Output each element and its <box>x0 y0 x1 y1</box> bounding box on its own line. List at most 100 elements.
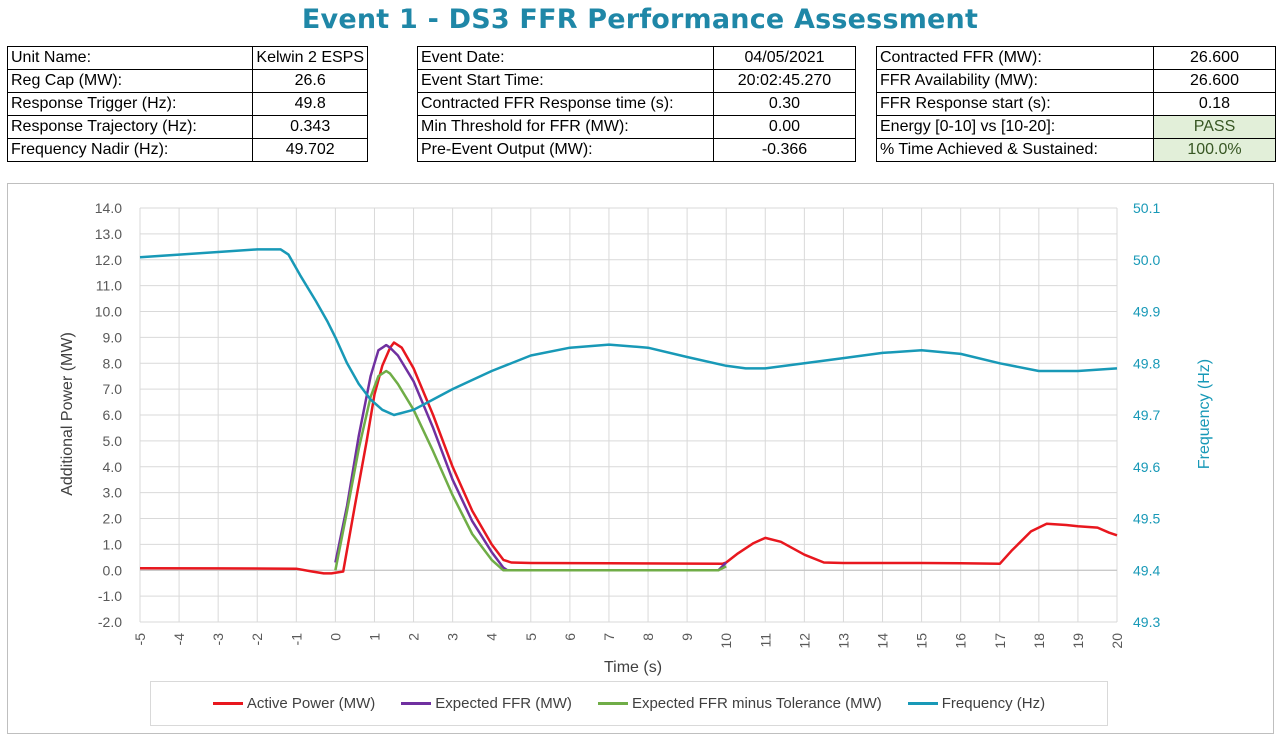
info-row: Unit Name: Kelwin 2 ESPS <box>6 46 368 70</box>
info-label: Response Trajectory (Hz): <box>6 115 254 139</box>
chart-series <box>139 248 1118 575</box>
event-info-table: Event Date: 04/05/2021 Event Start Time: 20… <box>417 46 856 162</box>
y2-tick-label: 49.8 <box>1133 355 1160 371</box>
x-tick-label: 12 <box>796 633 812 649</box>
x-tick-label: 11 <box>757 633 773 648</box>
info-value: 49.702 <box>252 138 368 162</box>
x-tick-label: 19 <box>1070 633 1086 649</box>
x-tick-label: 15 <box>914 633 930 649</box>
y-tick-label: 1.0 <box>103 536 123 552</box>
info-label: % Time Achieved & Sustained: <box>876 138 1154 162</box>
x-tick-label: 13 <box>835 633 851 649</box>
x-tick-label: 7 <box>601 633 617 641</box>
info-value: 0.30 <box>713 92 856 116</box>
info-value: 100.0% <box>1153 138 1276 162</box>
y-tick-label: 11.0 <box>96 278 122 294</box>
info-row: Response Trigger (Hz): 49.8 <box>6 92 368 116</box>
y-tick-label: 6.0 <box>103 407 123 423</box>
info-row: Response Trajectory (Hz): 0.343 <box>6 115 368 139</box>
legend-item: Expected FFR minus Tolerance (MW) <box>597 695 882 712</box>
info-label: Contracted FFR (MW): <box>876 46 1154 70</box>
info-label: Pre-Event Output (MW): <box>417 138 714 162</box>
y-tick-label: 3.0 <box>103 485 123 501</box>
y-tick-label: 8.0 <box>103 355 123 371</box>
x-axis-label: Time (s) <box>604 659 662 676</box>
x-tick-label: -5 <box>132 633 148 646</box>
y-tick-label: 7.0 <box>103 381 123 397</box>
chart-frame <box>7 183 1274 734</box>
y-tick-label: -2.0 <box>98 614 122 630</box>
info-row: Event Date: 04/05/2021 <box>417 46 856 70</box>
y-tick-label: -1.0 <box>98 588 122 604</box>
x-tick-label: 17 <box>992 633 1008 649</box>
x-tick-label: -4 <box>171 633 187 646</box>
legend-label: Expected FFR (MW) <box>435 695 572 712</box>
y2-tick-label: 50.1 <box>1133 200 1160 216</box>
x-tick-label: 10 <box>718 633 734 649</box>
info-value: 20:02:45.270 <box>713 69 856 93</box>
info-row: Min Threshold for FFR (MW): 0.00 <box>417 115 856 139</box>
y2-tick-label: 50.0 <box>1133 252 1160 268</box>
chart-legend: Active Power (MW) Expected FFR (MW) Expect… <box>150 681 1108 726</box>
y2-tick-label: 49.7 <box>1133 407 1160 423</box>
x-tick-label: 6 <box>562 633 578 641</box>
x-tick-label: 3 <box>445 633 461 641</box>
info-value: Kelwin 2 ESPS <box>252 46 368 70</box>
x-tick-label: 9 <box>679 633 695 641</box>
y2-tick-label: 49.3 <box>1133 614 1160 630</box>
info-row: Pre-Event Output (MW): -0.366 <box>417 138 856 162</box>
x-tick-label: -3 <box>210 633 226 646</box>
y-tick-label: 0.0 <box>103 562 123 578</box>
info-row: Frequency Nadir (Hz): 49.702 <box>6 138 368 162</box>
info-label: Event Start Time: <box>417 69 714 93</box>
y-tick-label: 5.0 <box>103 433 123 449</box>
legend-swatch <box>597 702 628 705</box>
info-label: Contracted FFR Response time (s): <box>417 92 714 116</box>
legend-swatch <box>907 702 938 705</box>
info-value: -0.366 <box>713 138 856 162</box>
y-tick-label: 13.0 <box>95 226 122 242</box>
info-label: FFR Availability (MW): <box>876 69 1154 93</box>
legend-label: Active Power (MW) <box>246 695 376 712</box>
y-tick-label: 10.0 <box>95 304 122 320</box>
info-value: 04/05/2021 <box>713 46 856 70</box>
legend-label: Frequency (Hz) <box>941 695 1046 712</box>
series-line-3 <box>139 248 1118 417</box>
info-label: Reg Cap (MW): <box>6 69 254 93</box>
y-tick-label: 4.0 <box>103 459 123 475</box>
x-tick-label: 18 <box>1031 633 1047 649</box>
x-tick-label: 2 <box>406 633 422 641</box>
x-tick-label: 4 <box>484 633 500 641</box>
y-tick-label: 9.0 <box>103 329 123 345</box>
legend-item: Active Power (MW) <box>212 695 376 712</box>
y2-tick-label: 49.4 <box>1133 562 1160 578</box>
chart-axes: -2.0 -1.0 0.0 1.0 2.0 3.0 4.0 5.0 6.0 7.0 8.0 9.0 10… <box>95 200 1161 649</box>
info-value: 0.00 <box>713 115 856 139</box>
chart-grid <box>139 207 1118 623</box>
x-tick-label: 16 <box>953 633 969 649</box>
y-tick-label: 2.0 <box>103 511 123 527</box>
x-tick-label: 1 <box>366 633 382 641</box>
y2-tick-label: 49.5 <box>1133 511 1160 527</box>
info-row: Contracted FFR Response time (s): 0.30 <box>417 92 856 116</box>
info-value: 26.600 <box>1153 46 1276 70</box>
y-tick-label: 12.0 <box>95 252 122 268</box>
y-tick-label: 14.0 <box>95 200 122 216</box>
legend-item: Expected FFR (MW) <box>401 695 572 712</box>
x-tick-label: 8 <box>640 633 656 641</box>
legend-item: Frequency (Hz) <box>907 695 1046 712</box>
info-label: Frequency Nadir (Hz): <box>6 138 254 162</box>
info-row: FFR Availability (MW): 26.600 <box>876 69 1276 93</box>
info-row: % Time Achieved & Sustained: 100.0% <box>876 138 1276 162</box>
y-axis-label: Additional Power (MW) <box>59 332 76 496</box>
unit-info-table: Unit Name: Kelwin 2 ESPS Reg Cap (MW): 26.6… <box>6 46 368 162</box>
info-value: 49.8 <box>252 92 368 116</box>
legend-swatch <box>212 702 243 705</box>
x-tick-label: -2 <box>249 633 265 646</box>
legend-swatch <box>401 702 432 705</box>
x-tick-label: -1 <box>288 633 304 646</box>
x-tick-label: 14 <box>875 633 891 649</box>
info-row: Energy [0-10] vs [10-20]: PASS <box>876 115 1276 139</box>
info-label: Min Threshold for FFR (MW): <box>417 115 714 139</box>
